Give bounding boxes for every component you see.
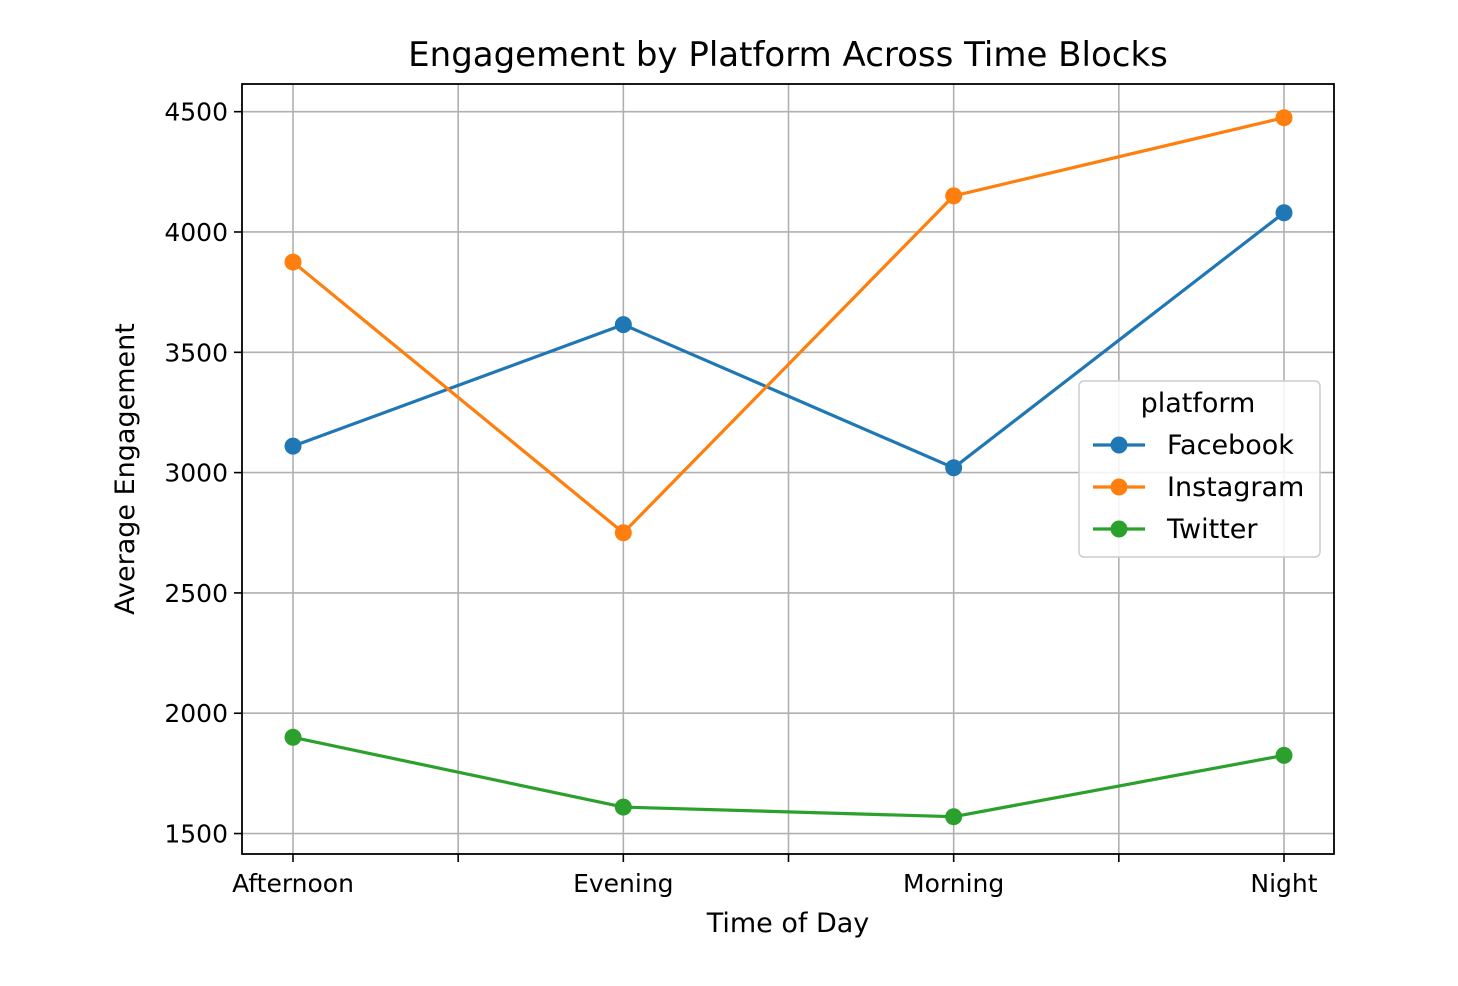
series-line-twitter [292, 735, 1285, 819]
grid [242, 84, 1334, 854]
series-instagram [284, 109, 1293, 542]
data-point-facebook [1275, 204, 1293, 222]
legend-item-facebook: Facebook [1093, 430, 1294, 461]
data-point-twitter [945, 808, 963, 826]
legend-box [1078, 380, 1321, 558]
data-point-facebook [945, 459, 963, 477]
legend-marker-twitter [1110, 520, 1128, 538]
data-point-instagram [614, 524, 632, 542]
data-point-facebook [614, 316, 632, 334]
series-twitter [284, 728, 1293, 826]
y-tick-label: 3500 [164, 338, 228, 367]
series-line-instagram [291, 116, 1285, 535]
y-tick-label: 1500 [164, 820, 228, 849]
legend-marker-instagram [1110, 478, 1128, 496]
data-point-facebook [284, 437, 302, 455]
x-axis-label: Time of Day [706, 908, 870, 939]
series-facebook [284, 204, 1293, 477]
series-line-facebook [292, 211, 1285, 470]
legend-title: platform [1141, 388, 1256, 419]
data-point-twitter [1275, 746, 1293, 764]
y-tick-label: 2500 [164, 579, 228, 608]
chart-title: Engagement by Platform Across Time Block… [408, 35, 1168, 75]
legend: platform Facebook Instagram Twitter [1078, 380, 1321, 558]
data-point-instagram [1275, 109, 1293, 127]
legend-label-facebook: Facebook [1167, 430, 1294, 461]
y-tick-label: 4500 [164, 98, 228, 127]
y-axis-label: Average Engagement [110, 323, 141, 615]
legend-items: Facebook Instagram Twitter [1093, 430, 1304, 545]
data-point-twitter [614, 798, 632, 816]
ticks: 1500 2000 2500 3000 3500 4000 4500 Afternoon Eve… [164, 98, 1317, 898]
x-tick-label: Afternoon [232, 869, 354, 898]
y-tick-label: 3000 [164, 459, 228, 488]
y-tick-label: 4000 [164, 218, 228, 247]
legend-item-instagram: Instagram [1093, 472, 1304, 503]
data-point-instagram [284, 253, 302, 271]
data-point-twitter [284, 728, 302, 746]
legend-item-twitter: Twitter [1093, 514, 1258, 545]
series-layer [284, 109, 1293, 826]
x-tick-label: Night [1250, 869, 1317, 898]
legend-label-twitter: Twitter [1166, 514, 1258, 545]
data-point-instagram [945, 187, 963, 205]
legend-label-instagram: Instagram [1167, 472, 1304, 503]
x-tick-label: Evening [573, 869, 673, 898]
y-tick-label: 2000 [164, 699, 228, 728]
x-tick-label: Morning [903, 869, 1004, 898]
legend-marker-facebook [1110, 436, 1128, 454]
